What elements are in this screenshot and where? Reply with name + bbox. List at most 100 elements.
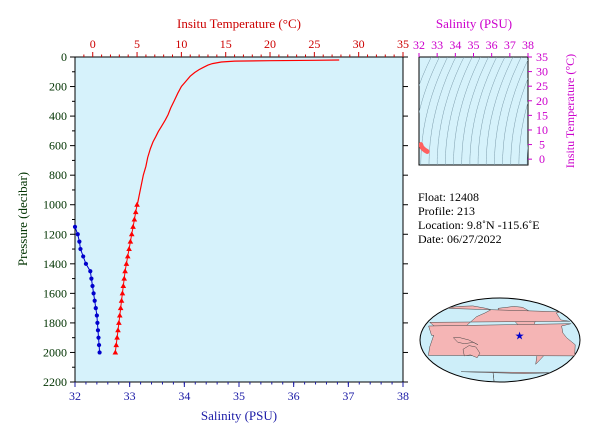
temperature-marker bbox=[126, 246, 132, 252]
ts-contour-line bbox=[494, 57, 522, 165]
salinity-tick-label: 35 bbox=[233, 389, 245, 403]
ts-salinity-tick-label: 37 bbox=[504, 38, 516, 52]
float-info-panel: Float: 12408 Profile: 213 Location: 9.8˚… bbox=[418, 190, 540, 246]
ts-temperature-tick-label: 0 bbox=[539, 152, 545, 166]
continent-shape bbox=[461, 371, 556, 382]
salinity-marker bbox=[78, 246, 83, 252]
ts-temperature-tick-label: 25 bbox=[536, 79, 548, 93]
pressure-axis-label: Pressure (decibar) bbox=[15, 172, 30, 266]
pressure-tick-label: 200 bbox=[49, 80, 67, 94]
ts-points-group bbox=[419, 142, 430, 154]
temperature-marker bbox=[130, 223, 136, 229]
temperature-marker bbox=[118, 297, 125, 303]
continent-shape bbox=[462, 345, 481, 359]
temperature-marker bbox=[112, 349, 119, 355]
ts-contour-line bbox=[469, 57, 497, 165]
salinity-marker bbox=[96, 335, 101, 340]
ts-contour-line bbox=[419, 57, 440, 114]
pressure-tick-label: 1400 bbox=[43, 257, 67, 271]
temperature-profile-line bbox=[136, 59, 340, 205]
salinity-marker bbox=[89, 276, 94, 281]
ts-salinity-tick-label: 32 bbox=[413, 38, 425, 52]
ts-contour-line bbox=[461, 57, 489, 165]
salinity-marker bbox=[81, 254, 86, 259]
salinity-marker bbox=[92, 298, 97, 303]
pressure-tick-label: 600 bbox=[49, 139, 67, 153]
ts-contour-line bbox=[445, 57, 473, 165]
temperature-tick-label: 35 bbox=[397, 37, 409, 51]
temperature-tick-label: 20 bbox=[264, 37, 276, 51]
ts-density-contours bbox=[419, 57, 528, 165]
ts-point bbox=[424, 149, 430, 154]
temperature-axis-label: Insitu Temperature (°C) bbox=[177, 16, 301, 31]
temperature-marker bbox=[122, 268, 128, 274]
ts-contour-line bbox=[436, 57, 465, 165]
salinity-marker bbox=[96, 342, 102, 348]
salinity-marker bbox=[94, 313, 99, 318]
ts-salinity-tick-label: 33 bbox=[431, 38, 443, 52]
world-map: ★ bbox=[419, 297, 581, 383]
salinity-marker bbox=[93, 306, 98, 311]
main-series-group bbox=[72, 59, 340, 355]
salinity-marker bbox=[95, 320, 100, 326]
temperature-marker bbox=[115, 327, 121, 333]
ts-salinity-tick-label: 34 bbox=[449, 38, 461, 52]
temperature-tick-label: 25 bbox=[308, 37, 320, 51]
float-id: Float: 12408 bbox=[418, 190, 480, 204]
temperature-marker bbox=[119, 290, 126, 296]
temperature-marker bbox=[116, 312, 123, 318]
salinity-axis-label: Salinity (PSU) bbox=[201, 408, 277, 423]
ts-salinity-tick-label: 36 bbox=[486, 38, 498, 52]
pressure-tick-label: 1000 bbox=[43, 198, 67, 212]
main-plot-area bbox=[74, 56, 404, 383]
salinity-marker bbox=[95, 328, 101, 333]
temperature-marker bbox=[114, 334, 120, 340]
salinity-tick-label: 38 bbox=[397, 389, 409, 403]
float-location: Location: 9.8˚N -115.6˚E bbox=[418, 218, 540, 232]
profile-number: Profile: 213 bbox=[418, 204, 475, 218]
ts-contour-line bbox=[485, 57, 514, 165]
temperature-marker bbox=[117, 305, 124, 311]
pressure-tick-label: 2200 bbox=[43, 375, 67, 389]
temperature-tick-label: 30 bbox=[353, 37, 365, 51]
ts-salinity-label: Salinity (PSU) bbox=[436, 16, 512, 31]
salinity-marker bbox=[90, 283, 95, 289]
profile-date: Date: 06/27/2022 bbox=[418, 232, 502, 246]
ts-temperature-tick-label: 5 bbox=[539, 138, 545, 152]
ts-contour-line bbox=[502, 59, 528, 165]
pressure-tick-label: 1200 bbox=[43, 227, 67, 241]
main-axis-ticks: 0200400600800100012001400160018002000220… bbox=[43, 37, 409, 403]
salinity-marker bbox=[97, 350, 102, 355]
salinity-marker bbox=[75, 232, 80, 237]
temperature-marker bbox=[124, 253, 131, 259]
ts-temperature-tick-label: 35 bbox=[536, 50, 548, 64]
ts-contour-line bbox=[428, 57, 457, 165]
ts-salinity-tick-label: 38 bbox=[522, 38, 534, 52]
map-continents bbox=[428, 305, 576, 382]
ts-contour-line bbox=[477, 57, 506, 165]
salinity-tick-label: 37 bbox=[342, 389, 354, 403]
ts-temperature-label: Insitu Temperature (°C) bbox=[563, 54, 577, 168]
temperature-marker bbox=[121, 275, 127, 281]
temperature-marker bbox=[134, 201, 140, 207]
pressure-tick-label: 400 bbox=[49, 109, 67, 123]
main-profile-chart: 0200400600800100012001400160018002000220… bbox=[15, 16, 409, 423]
ts-temperature-tick-label: 10 bbox=[536, 123, 548, 137]
ts-contour-line bbox=[419, 57, 432, 87]
temperature-marker bbox=[116, 319, 122, 325]
temperature-marker bbox=[127, 238, 134, 244]
ts-temperature-tick-label: 15 bbox=[536, 108, 548, 122]
ts-contour-line bbox=[510, 77, 528, 165]
temperature-tick-label: 0 bbox=[90, 37, 96, 51]
temperature-marker bbox=[128, 231, 135, 237]
salinity-tick-label: 36 bbox=[288, 389, 300, 403]
salinity-marker bbox=[83, 261, 89, 266]
continent-shape bbox=[428, 323, 576, 357]
salinity-marker bbox=[88, 269, 93, 274]
temperature-marker bbox=[113, 342, 120, 348]
temperature-marker bbox=[120, 282, 127, 288]
salinity-marker bbox=[72, 224, 78, 229]
